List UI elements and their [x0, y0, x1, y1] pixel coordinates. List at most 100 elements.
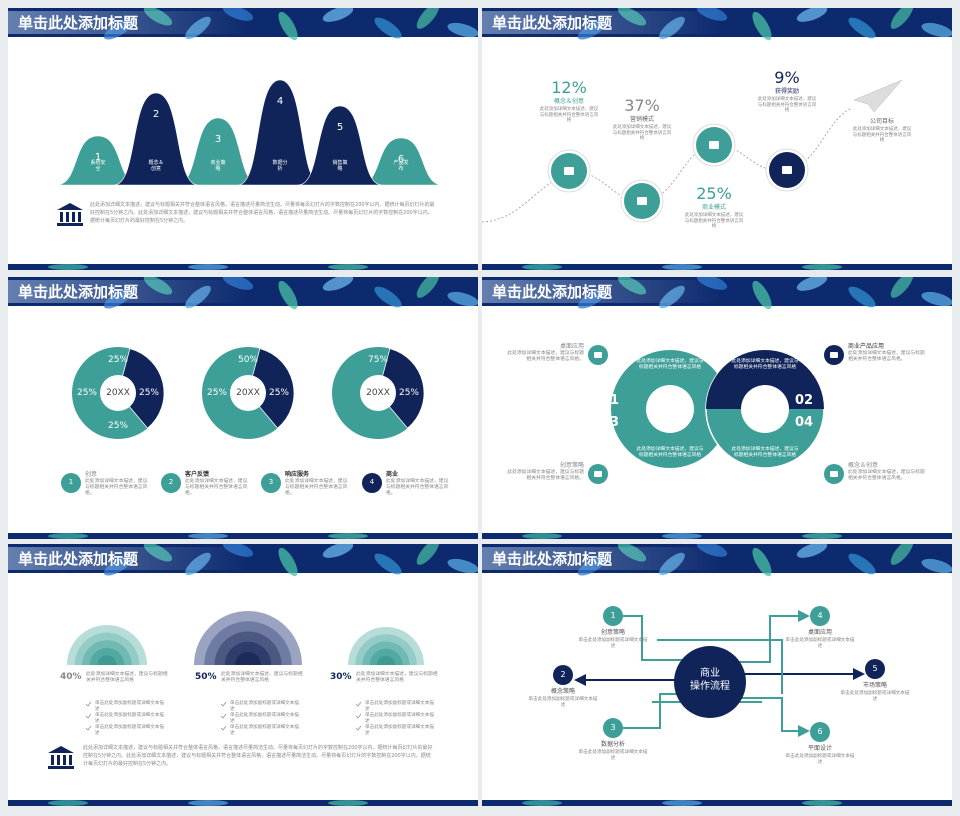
node-label: 创意策略 — [600, 629, 625, 636]
flow-line — [623, 615, 687, 661]
ring-hole — [741, 385, 789, 433]
leaf — [328, 533, 368, 539]
leaf — [890, 8, 914, 29]
bank-icon — [60, 212, 63, 222]
leaf — [328, 800, 368, 806]
peak-number: 4 — [276, 96, 284, 107]
legend-number: 3 — [268, 478, 274, 486]
leaf — [188, 264, 228, 270]
side-label: 创意策略 — [559, 462, 584, 469]
column-percent: 40% — [60, 672, 82, 682]
ring-text: 此处添加详细文本描述，建议与标题相关并符合整体语言风格 — [731, 447, 799, 458]
check-icon — [220, 713, 227, 719]
leaf — [802, 533, 842, 539]
column-desc: 此处添加详细文本描述，建议与标题相关并符合整体语言风格 — [86, 672, 168, 683]
peak-label: 商业策略 — [210, 160, 226, 173]
legend-circle — [161, 473, 181, 493]
bank-icon — [48, 766, 74, 769]
leaf — [48, 264, 88, 270]
donut-center: 20XX — [366, 388, 390, 398]
legend-number: 2 — [168, 478, 174, 486]
check-icon — [85, 725, 92, 731]
peak — [237, 79, 323, 186]
legend-desc: 此处添加详细文本描述，建议与标题相关并符合整体语言风格。 — [386, 479, 449, 496]
bank-icon — [48, 746, 74, 753]
side-label: 桌面应用 — [559, 343, 584, 350]
node-number: 4 — [817, 611, 823, 620]
donut-label: 25% — [206, 388, 227, 398]
step-label: 商业模式 — [701, 204, 726, 211]
node-label: 平面设计 — [807, 745, 832, 752]
donut-slice — [247, 348, 295, 429]
arc-band — [235, 652, 261, 665]
bank-icon — [72, 212, 75, 222]
footer-bar — [8, 264, 478, 270]
title-backdrop — [8, 280, 248, 303]
peak-label: 产品发布 — [393, 160, 409, 173]
center-label: 操作流程 — [690, 681, 730, 692]
peak-number: 1 — [94, 152, 102, 163]
leaf — [921, 558, 952, 574]
legend-desc: 此处添加详细文本描述，建议与标题相关并符合整体语言风格。 — [285, 479, 348, 496]
ring-number: 04 — [794, 415, 814, 430]
donut-center: 20XX — [236, 388, 260, 398]
node-number: 6 — [817, 727, 823, 736]
slide-title: 单击此处添加标题 — [18, 283, 139, 301]
donut-label: 25% — [398, 388, 419, 398]
peak-number: 2 — [152, 109, 160, 120]
legend-title: 客户反馈 — [185, 471, 210, 478]
donut-hole — [230, 375, 266, 411]
ring-number: 01 — [600, 393, 620, 408]
legend-desc: 此处添加详细文本描述，建议与标题相关并符合整体语言风格。 — [185, 479, 248, 496]
ring-hole — [646, 385, 694, 433]
peak — [175, 117, 261, 186]
leaf — [752, 11, 772, 41]
slide-title: 单击此处添加标题 — [492, 14, 613, 32]
ring-text: 此处添加详细文本描述，建议与标题相关并符合整体语言风格 — [636, 447, 704, 458]
title-backdrop — [8, 547, 248, 570]
goal-desc: 此处添加详细文本描述，建议与标题相关并符合整体语言风格 — [852, 127, 912, 144]
leaf — [188, 533, 228, 539]
leaf — [752, 280, 772, 310]
center-label: 商业 — [700, 668, 720, 679]
leaf — [416, 277, 440, 298]
footer-bar — [482, 800, 952, 806]
leaf — [796, 8, 828, 22]
bank-icon — [78, 212, 81, 222]
legend-circle — [261, 473, 281, 493]
body-text: 此处添加详细文本描述，建议与标题相关并符合整体语言风格，语言描述尽量简洁生动。尽… — [90, 202, 435, 224]
legend-title: 响应服务 — [285, 471, 310, 478]
node-circle — [553, 665, 573, 685]
leaf — [848, 286, 876, 308]
slide: 单击此处添加标题 商业 操作流程 1 创意策略 单击此处添加副标题或详细文本描述 2 概念策略… — [482, 544, 952, 806]
node-desc: 单击此处添加副标题或详细文本描述 — [840, 691, 910, 702]
node-circle — [603, 606, 623, 626]
title-backdrop — [482, 547, 722, 570]
node-label: 数据分析 — [600, 741, 625, 748]
goal-label: 公司目标 — [869, 118, 894, 125]
leaf — [374, 553, 402, 575]
leaf — [921, 22, 952, 38]
title-backdrop — [8, 11, 248, 34]
step-percent: 12% — [551, 78, 587, 97]
step-percent: 9% — [774, 68, 800, 87]
step-desc: 此处添加详细文本描述，建议与标题相关并符合整体语言风格 — [684, 213, 744, 230]
leaf — [522, 264, 562, 270]
side-desc: 此处添加详细文本描述，建议与标题相关并符合整体语言风格。 — [507, 351, 584, 362]
peak — [297, 105, 383, 186]
donut-slice — [377, 348, 425, 429]
node-number: 3 — [610, 723, 616, 732]
leaf — [796, 544, 828, 558]
legend-number: 4 — [369, 478, 375, 486]
leaf — [802, 264, 842, 270]
legend-circle — [61, 473, 81, 493]
flow-line — [734, 697, 810, 737]
step-label: 概念＆创意 — [553, 98, 584, 105]
column-bullet: 单击此处添加副标题或详细文本描述 — [95, 701, 164, 712]
leaf — [322, 277, 354, 291]
leaf — [278, 280, 298, 310]
step-icon — [709, 141, 719, 149]
donut-label: 75% — [367, 355, 388, 365]
slide-canvas — [482, 277, 952, 539]
step-icon — [564, 167, 574, 175]
